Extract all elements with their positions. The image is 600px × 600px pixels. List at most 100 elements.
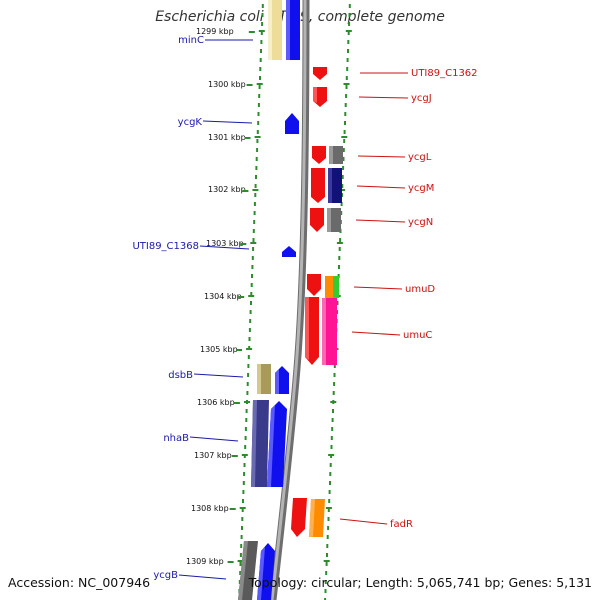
track-dot: [256, 148, 259, 152]
gene-label-ycgL[interactable]: ycgL: [408, 152, 432, 163]
left-gene-labels: minC ycgK UTI89_C1368 dsbB nhaB ycgB: [132, 35, 204, 581]
gene-feature-ycgL-neighbor[interactable]: [329, 146, 343, 164]
track-dot: [327, 517, 330, 521]
track-dot: [252, 238, 255, 242]
track-tick: [341, 136, 348, 138]
gene-label-ycgM[interactable]: ycgM: [408, 183, 434, 194]
gene-label-ycgB[interactable]: ycgB: [153, 570, 178, 581]
gene-feature-ycgB-neighbor[interactable]: [238, 541, 258, 600]
tick-label: 1302 kbp: [208, 185, 246, 194]
gene-feature-ycgN-neighbor[interactable]: [327, 208, 341, 232]
gene-label-nhaB[interactable]: nhaB: [163, 433, 189, 444]
gene-feature-ycgN[interactable]: [310, 208, 324, 232]
kbp-tick-mark: [231, 455, 238, 457]
track-dot: [250, 283, 253, 287]
gene-feature-ycgM-neighbor[interactable]: [328, 168, 342, 203]
track-dot: [242, 499, 244, 503]
gene-feature-minC-neighbor[interactable]: [268, 0, 282, 60]
gene-feature-ycgB[interactable]: [257, 543, 275, 600]
genome-backbone: [269, 0, 310, 600]
track-dot: [259, 67, 262, 71]
gene-feature-ycgJ[interactable]: [313, 87, 327, 107]
track-dot: [346, 67, 349, 71]
gene-feature-ycgM[interactable]: [311, 168, 325, 203]
gene-label-fadR[interactable]: fadR: [390, 519, 413, 530]
gene-feature-minC[interactable]: [286, 0, 300, 60]
gene-feature-dsbB[interactable]: [275, 366, 289, 394]
gene-feature-fadR[interactable]: [291, 498, 307, 537]
track-dot: [252, 247, 255, 251]
track-dot: [336, 310, 339, 314]
topology-text: Topology: circular; Length: 5,065,741 bp…: [248, 575, 592, 590]
gene-label-umuC[interactable]: umuC: [403, 330, 432, 341]
track-dot: [324, 589, 327, 593]
gene-feature-umuC[interactable]: [305, 297, 319, 365]
track-dot: [238, 580, 241, 584]
track-dot: [342, 166, 345, 170]
gene-label-ycgJ[interactable]: ycgJ: [411, 93, 432, 104]
gene-feature-fadR-neighbor[interactable]: [309, 499, 325, 537]
track-tick: [237, 560, 244, 562]
gene-label-UTI89_C1368[interactable]: UTI89_C1368: [132, 241, 199, 252]
track-dot: [241, 517, 244, 521]
track-dot: [257, 112, 260, 116]
track-dot: [333, 373, 336, 377]
track-dot: [260, 40, 263, 44]
track-dot: [261, 22, 264, 26]
track-dot: [241, 526, 243, 530]
gene-label-UTI89_C1362[interactable]: UTI89_C1362: [411, 68, 478, 79]
track-tick: [328, 454, 335, 456]
gene-label-dsbB[interactable]: dsbB: [168, 370, 193, 381]
track-dot: [324, 598, 327, 600]
track-dot: [326, 553, 328, 557]
kbp-tick-mark: [238, 296, 245, 298]
track-dot: [249, 319, 252, 323]
track-tick: [336, 242, 343, 244]
track-tick: [343, 83, 350, 85]
track-dot: [333, 364, 336, 368]
track-dot: [250, 301, 252, 305]
kbp-ticks: 1299 kbp 1300 kbp 1301 kbp 1302 kbp 1303…: [186, 27, 255, 566]
track-dot: [326, 535, 329, 539]
gene-feature-umuC-neighbor[interactable]: [322, 298, 337, 365]
track-dot: [342, 157, 345, 161]
track-dot: [340, 211, 343, 215]
track-dot: [345, 76, 348, 80]
gene-feature-ycgK[interactable]: [285, 113, 299, 134]
track-dot: [344, 112, 347, 116]
gene-feature-umuD[interactable]: [307, 274, 321, 296]
track-dot: [328, 499, 331, 503]
gene-label-minC[interactable]: minC: [178, 35, 204, 46]
track-dot: [256, 139, 259, 143]
track-dot: [247, 373, 250, 377]
gene-feature-nhaB[interactable]: [267, 401, 287, 487]
track-dot: [239, 553, 242, 557]
gene-feature-dsbB-neighbor[interactable]: [257, 364, 271, 394]
gene-label-ycgK[interactable]: ycgK: [178, 117, 203, 128]
track-tick: [345, 30, 352, 32]
track-dot: [327, 526, 330, 530]
track-tick: [339, 189, 346, 191]
gene-feature-UTI89_C1362[interactable]: [313, 67, 327, 80]
track-dot: [329, 463, 332, 467]
tick-label: 1306 kbp: [197, 398, 235, 407]
track-dot: [255, 166, 258, 170]
gene-feature-UTI89_C1368[interactable]: [282, 246, 296, 257]
kbp-tick-mark: [248, 31, 255, 33]
accession-text: Accession: NC_007946: [8, 575, 151, 590]
track-dot: [253, 202, 256, 206]
track-dot: [255, 157, 258, 161]
gene-feature-nhaB-neighbor[interactable]: [251, 400, 269, 487]
gene-feature-umuD-neighbor[interactable]: [325, 276, 339, 298]
track-dot: [336, 301, 339, 305]
kbp-tick-mark: [229, 508, 236, 510]
track-dot: [332, 391, 335, 395]
gene-label-umuD[interactable]: umuD: [405, 284, 435, 295]
track-dot: [330, 436, 333, 440]
gene-feature-ycgL[interactable]: [312, 146, 326, 164]
gene-label-ycgN[interactable]: ycgN: [408, 217, 433, 228]
tick-label: 1307 kbp: [194, 451, 232, 460]
track-dot: [331, 418, 334, 422]
gene-features: [238, 0, 343, 600]
track-dot: [347, 31, 350, 35]
